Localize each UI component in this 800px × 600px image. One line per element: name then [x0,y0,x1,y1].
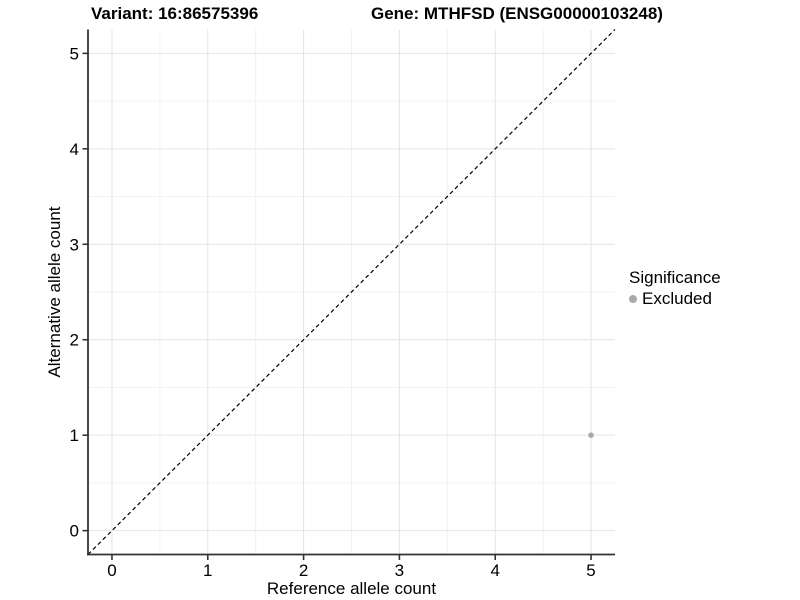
variant-title: Variant: 16:86575396 [91,4,259,23]
identity-dashed-line [87,29,616,555]
y-tick-label: 5 [70,44,79,63]
y-tick-label: 3 [70,235,79,254]
x-tick-label: 5 [586,561,595,580]
y-tick-label: 4 [70,140,79,159]
data-point [588,432,594,438]
legend-item-excluded: Excluded [629,290,721,308]
x-tick-label: 0 [107,561,116,580]
excluded-point-icon [629,295,637,303]
legend: Significance Excluded [629,268,721,308]
y-axis-title: Alternative allele count [45,206,64,378]
x-tick-label: 1 [203,561,212,580]
x-tick-label: 4 [490,561,499,580]
y-tick-label: 0 [70,522,79,541]
y-tick-label: 2 [70,331,79,350]
x-axis-title: Reference allele count [266,579,437,598]
x-tick-label: 3 [395,561,404,580]
legend-item-label: Excluded [642,289,712,308]
y-tick-label: 1 [70,426,79,445]
x-tick-label: 2 [299,561,308,580]
legend-title: Significance [629,268,721,287]
gene-title: Gene: MTHFSD (ENSG00000103248) [371,4,663,23]
